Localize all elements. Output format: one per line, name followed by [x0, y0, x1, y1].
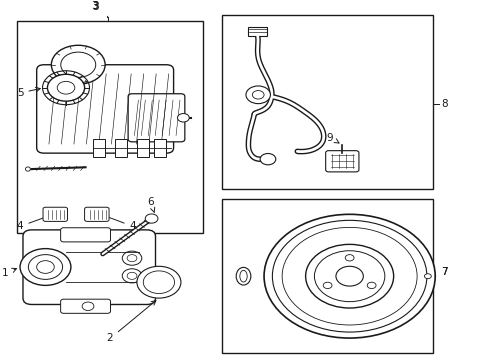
Circle shape — [37, 261, 54, 273]
Bar — [93, 139, 105, 157]
Circle shape — [61, 52, 96, 77]
Circle shape — [82, 302, 94, 310]
Text: 3: 3 — [92, 1, 99, 11]
FancyBboxPatch shape — [37, 65, 173, 153]
Circle shape — [137, 266, 181, 298]
FancyBboxPatch shape — [325, 151, 358, 172]
Circle shape — [305, 244, 393, 308]
Circle shape — [57, 81, 75, 94]
Circle shape — [177, 113, 189, 122]
Text: 4: 4 — [17, 214, 53, 231]
Circle shape — [335, 266, 363, 286]
FancyBboxPatch shape — [128, 94, 184, 142]
Circle shape — [127, 272, 137, 279]
Circle shape — [264, 214, 434, 338]
Circle shape — [366, 282, 375, 289]
FancyBboxPatch shape — [61, 228, 110, 242]
Ellipse shape — [239, 270, 246, 282]
Circle shape — [28, 255, 62, 279]
Bar — [137, 139, 149, 157]
Bar — [17, 21, 203, 233]
Circle shape — [145, 214, 158, 223]
Text: 3: 3 — [92, 2, 99, 12]
Circle shape — [424, 274, 430, 279]
Bar — [154, 139, 166, 157]
Text: 1: 1 — [2, 268, 17, 278]
Text: 3: 3 — [91, 1, 98, 12]
Text: 7: 7 — [441, 267, 447, 277]
Ellipse shape — [236, 267, 250, 285]
Circle shape — [47, 74, 84, 101]
Circle shape — [245, 86, 270, 104]
Text: 5: 5 — [17, 87, 40, 98]
Circle shape — [345, 255, 353, 261]
Bar — [115, 139, 127, 157]
Circle shape — [143, 271, 174, 293]
FancyBboxPatch shape — [43, 207, 67, 221]
Text: 7: 7 — [434, 267, 447, 277]
Text: 6: 6 — [147, 197, 154, 213]
Circle shape — [20, 249, 71, 285]
FancyBboxPatch shape — [84, 207, 109, 221]
Ellipse shape — [25, 167, 30, 171]
Circle shape — [122, 251, 142, 265]
Circle shape — [260, 153, 275, 165]
Circle shape — [252, 91, 264, 99]
Circle shape — [314, 251, 384, 302]
Circle shape — [282, 228, 416, 325]
Bar — [222, 199, 432, 353]
Circle shape — [51, 45, 105, 84]
FancyBboxPatch shape — [23, 230, 155, 305]
Bar — [247, 27, 267, 36]
Text: 2: 2 — [106, 301, 156, 343]
Text: 4: 4 — [101, 214, 136, 231]
Circle shape — [122, 269, 142, 283]
Text: 9: 9 — [326, 132, 338, 143]
Bar — [222, 15, 432, 189]
FancyBboxPatch shape — [61, 299, 110, 313]
Circle shape — [272, 220, 426, 332]
Text: 8: 8 — [441, 99, 447, 109]
Circle shape — [323, 282, 331, 289]
Circle shape — [127, 255, 137, 262]
